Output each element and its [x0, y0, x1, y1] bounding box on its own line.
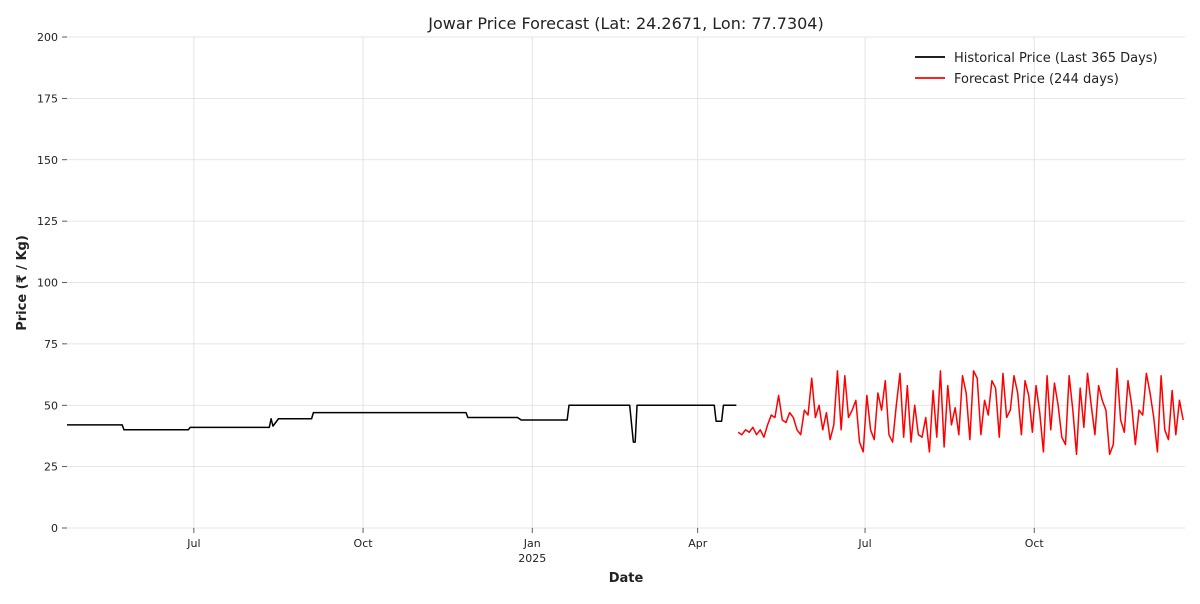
- y-tick-label: 0: [51, 522, 58, 535]
- y-tick-label: 125: [37, 215, 58, 228]
- legend-label: Historical Price (Last 365 Days): [954, 51, 1158, 66]
- lines: [67, 367, 1184, 456]
- legend: Historical Price (Last 365 Days) Forecast…: [915, 51, 1158, 87]
- series-line: [67, 404, 737, 443]
- x-tick-label: Apr: [688, 537, 708, 550]
- y-tick-label: 50: [44, 399, 58, 412]
- y-tick-label: 175: [37, 92, 58, 105]
- series-line: [737, 367, 1184, 456]
- legend-label: Forecast Price (244 days): [954, 72, 1119, 87]
- x-tick-label: Oct: [1025, 537, 1045, 550]
- y-tick-label: 25: [44, 461, 58, 474]
- x-axis-label: Date: [609, 571, 644, 586]
- axes: 0 25 50 75 100 125 150 175 200 Jul Oct Jan 2025 Apr Ju…: [37, 31, 1044, 565]
- y-tick-label: 100: [37, 277, 58, 290]
- y-axis-label: Price (₹ / Kg): [15, 235, 30, 331]
- x-tick-label: Jan 2025: [518, 537, 546, 565]
- y-tick-label: 75: [44, 338, 58, 351]
- grid: [67, 36, 1185, 529]
- x-tick-label: Jul: [857, 537, 871, 550]
- x-tick-label: Oct: [354, 537, 374, 550]
- chart-title: Jowar Price Forecast (Lat: 24.2671, Lon:…: [427, 14, 823, 33]
- y-tick-label: 200: [37, 31, 58, 44]
- x-tick-label: Jul: [186, 537, 200, 550]
- y-tick-label: 150: [37, 154, 58, 167]
